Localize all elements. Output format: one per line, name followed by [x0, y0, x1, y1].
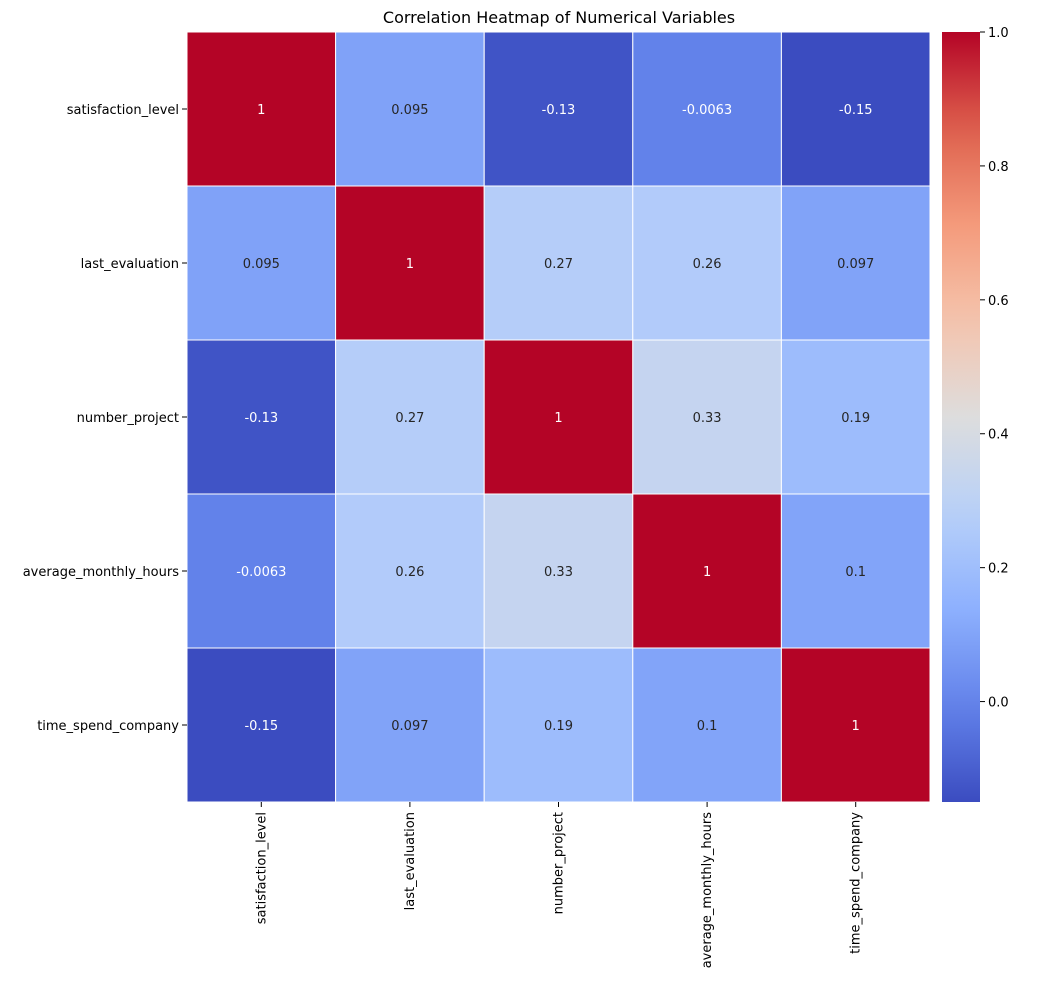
- cell-annotation-r3-c3: 1: [703, 565, 711, 580]
- heatmap-cell-r0-c1: [335, 31, 485, 187]
- colorbar-tick-label: 0.0: [988, 696, 1009, 711]
- row-tick-label: average_monthly_hours: [23, 565, 179, 580]
- cell-annotation-r1-c0: 0.095: [243, 257, 280, 272]
- heatmap-cell-r3-c4: [780, 493, 931, 649]
- cell-annotation-r4-c3: 0.1: [697, 719, 718, 734]
- cell-annotation-r3-c2: 0.33: [544, 565, 573, 580]
- chart-title: Correlation Heatmap of Numerical Variabl…: [383, 8, 735, 27]
- column-tick-label: time_spend_company: [849, 812, 864, 954]
- column-tick-label: average_monthly_hours: [700, 812, 715, 968]
- row-tick-label: time_spend_company: [37, 719, 179, 734]
- column-tick-labels: satisfaction_level last_evaluation number_…: [254, 802, 864, 968]
- cell-annotation-r1-c1: 1: [406, 257, 414, 272]
- heatmap-cell-r1-c2: [483, 185, 634, 341]
- column-tick-label: number_project: [552, 812, 567, 914]
- heatmap-cell-r0-c3: [632, 31, 782, 187]
- cell-annotation-r0-c4: -0.15: [839, 103, 873, 118]
- heatmap-cell-r4-c0: [186, 647, 337, 803]
- cell-annotation-r3-c4: 0.1: [845, 565, 866, 580]
- colorbar-tick-label: 0.8: [988, 160, 1009, 175]
- colorbar-tick-label: 0.4: [988, 428, 1009, 443]
- cell-annotation-r4-c2: 0.19: [544, 719, 573, 734]
- heatmap-cell-r2-c2: [483, 339, 634, 495]
- heatmap-cell-r4-c4: [780, 647, 931, 803]
- heatmap-cell-r2-c1: [335, 339, 485, 495]
- column-tick-label: satisfaction_level: [254, 812, 269, 924]
- row-tick-label: number_project: [77, 411, 179, 426]
- cell-annotation-r2-c3: 0.33: [693, 411, 722, 426]
- heatmap-cell-r0-c0: [186, 31, 337, 187]
- cell-annotation-r0-c0: 1: [257, 103, 265, 118]
- row-tick-label: last_evaluation: [81, 257, 179, 272]
- cell-annotation-r0-c1: 0.095: [391, 103, 428, 118]
- colorbar: 1.0 0.8 0.6 0.4 0.2 0.0: [942, 26, 1009, 802]
- colorbar-tick-label: 0.6: [988, 294, 1009, 309]
- cell-annotation-r1-c2: 0.27: [544, 257, 573, 272]
- cell-annotation-r4-c0: -0.15: [244, 719, 278, 734]
- cell-annotation-r1-c3: 0.26: [693, 257, 722, 272]
- heatmap-cell-r2-c3: [632, 339, 782, 495]
- heatmap-cell-r0-c4: [780, 31, 931, 187]
- heatmap-cell-r1-c0: [186, 185, 337, 341]
- heatmap-cells: [186, 31, 931, 803]
- heatmap-cell-r0-c2: [483, 31, 634, 187]
- heatmap-cell-r1-c1: [335, 185, 485, 341]
- cell-annotation-r2-c0: -0.13: [244, 411, 278, 426]
- column-tick-label: last_evaluation: [403, 812, 418, 910]
- cell-annotation-r0-c2: -0.13: [542, 103, 576, 118]
- heatmap-cell-r3-c3: [632, 493, 782, 649]
- cell-annotation-r3-c0: -0.0063: [236, 565, 286, 580]
- row-tick-labels: satisfaction_level last_evaluation number_…: [23, 103, 187, 734]
- heatmap-cell-r3-c1: [335, 493, 485, 649]
- colorbar-gradient: [942, 32, 980, 802]
- cell-annotation-r1-c4: 0.097: [837, 257, 874, 272]
- cell-annotation-r4-c1: 0.097: [391, 719, 428, 734]
- cell-annotation-r2-c1: 0.27: [395, 411, 424, 426]
- heatmap-cell-r3-c2: [483, 493, 634, 649]
- heatmap-annotations: 1 0.095 -0.13 -0.0063 -0.15 0.095 1 0.27 0.26 0.0…: [236, 103, 874, 734]
- colorbar-tick-label: 1.0: [988, 26, 1009, 41]
- cell-annotation-r4-c4: 1: [852, 719, 860, 734]
- cell-annotation-r2-c2: 1: [554, 411, 562, 426]
- row-tick-label: satisfaction_level: [67, 103, 179, 118]
- heatmap-cell-r2-c4: [780, 339, 931, 495]
- colorbar-tick-label: 0.2: [988, 562, 1009, 577]
- heatmap-cell-r4-c2: [483, 647, 634, 803]
- cell-annotation-r0-c3: -0.0063: [682, 103, 732, 118]
- heatmap-cell-r4-c1: [335, 647, 485, 803]
- cell-annotation-r2-c4: 0.19: [841, 411, 870, 426]
- heatmap-cell-r1-c4: [780, 185, 931, 341]
- cell-annotation-r3-c1: 0.26: [395, 565, 424, 580]
